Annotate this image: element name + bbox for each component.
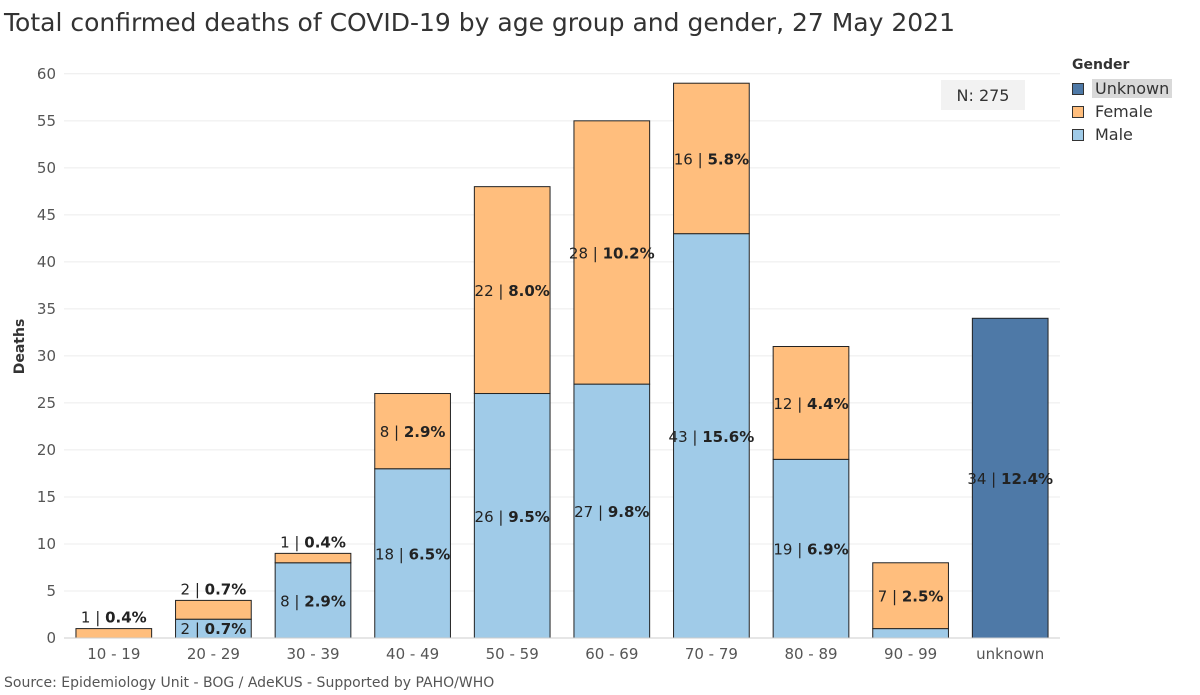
bar-female	[473, 186, 551, 395]
data-label: 22 | 8.0%	[475, 282, 550, 300]
bar-female	[673, 82, 750, 235]
bar-female	[374, 393, 451, 470]
legend-label-unknown: Unknown	[1092, 79, 1173, 98]
bar-female	[175, 599, 252, 620]
legend-label-female: Female	[1095, 102, 1153, 121]
data-label: 16 | 5.8%	[674, 150, 749, 168]
data-label: 28 | 10.2%	[569, 244, 655, 262]
bar-female	[274, 552, 352, 564]
data-label: 1 | 0.4%	[81, 609, 147, 627]
x-tick-label: 10 - 19	[87, 645, 140, 663]
y-tick-label: 50	[37, 159, 56, 177]
data-label: 27 | 9.8%	[574, 503, 649, 521]
y-tick-label: 25	[37, 394, 56, 412]
x-tick-label: 40 - 49	[386, 645, 439, 663]
y-tick-label: 0	[46, 629, 56, 647]
legend-item-male[interactable]: Male	[1072, 123, 1172, 146]
total-count-label: N: 275	[956, 85, 1010, 105]
bar-female	[872, 562, 949, 630]
data-label: 7 | 2.5%	[878, 588, 944, 606]
bar-male	[473, 393, 551, 639]
y-tick-label: 15	[37, 488, 56, 506]
data-label: 12 | 4.4%	[773, 395, 848, 413]
plot-area	[64, 55, 1060, 638]
x-tick-label: 80 - 89	[784, 645, 837, 663]
bar-male	[872, 628, 949, 639]
legend-swatch-unknown	[1072, 82, 1084, 95]
data-label: 19 | 6.9%	[773, 541, 848, 559]
data-label: 1 | 0.4%	[280, 533, 346, 551]
x-tick-label: 90 - 99	[884, 645, 937, 663]
y-tick-label: 45	[37, 206, 56, 224]
y-tick-label: 55	[37, 112, 56, 130]
x-tick-label: 20 - 29	[187, 645, 240, 663]
data-label: 8 | 2.9%	[380, 423, 446, 441]
legend-swatch-female	[1072, 105, 1084, 118]
chart-title: Total confirmed deaths of COVID-19 by ag…	[4, 8, 955, 37]
bar-male	[573, 383, 651, 639]
bar-female	[75, 628, 153, 639]
x-tick-label: 70 - 79	[685, 645, 738, 663]
y-tick-label: 30	[37, 347, 56, 365]
legend-title: Gender	[1072, 57, 1130, 73]
y-tick-label: 40	[37, 253, 56, 271]
y-axis-label: Deaths	[12, 319, 28, 375]
y-tick-label: 5	[46, 582, 56, 600]
bar-male	[673, 233, 750, 639]
x-tick-label: 50 - 59	[486, 645, 539, 663]
x-tick-label: 60 - 69	[585, 645, 638, 663]
bar-male	[274, 562, 352, 639]
data-label: 34 | 12.4%	[967, 470, 1053, 488]
data-label: 8 | 2.9%	[280, 592, 346, 610]
y-tick-label: 60	[37, 65, 56, 83]
y-tick-label: 10	[37, 535, 56, 553]
bar-female	[573, 120, 651, 385]
y-tick-label: 35	[37, 300, 56, 318]
total-count-box: N: 275	[941, 80, 1025, 110]
x-tick-label: unknown	[976, 645, 1044, 663]
data-label: 2 | 0.7%	[181, 580, 247, 598]
data-label: 26 | 9.5%	[475, 508, 550, 526]
data-label: 18 | 6.5%	[375, 545, 450, 563]
legend-item-unknown[interactable]: Unknown	[1072, 77, 1173, 100]
data-label: 43 | 15.6%	[669, 428, 755, 446]
data-label: 2 | 0.7%	[181, 620, 247, 638]
bar-male	[374, 468, 451, 639]
legend-item-female[interactable]: Female	[1072, 100, 1172, 123]
y-tick-label: 20	[37, 441, 56, 459]
source-note: Source: Epidemiology Unit - BOG / AdeKUS…	[4, 675, 495, 691]
bar-female	[772, 346, 850, 460]
legend-label-male: Male	[1095, 125, 1133, 144]
x-tick-label: 30 - 39	[286, 645, 339, 663]
legend[interactable]: Gender Unknown Female Male	[1072, 57, 1173, 146]
bar-unknown	[971, 317, 1049, 639]
legend-swatch-male	[1072, 128, 1084, 141]
